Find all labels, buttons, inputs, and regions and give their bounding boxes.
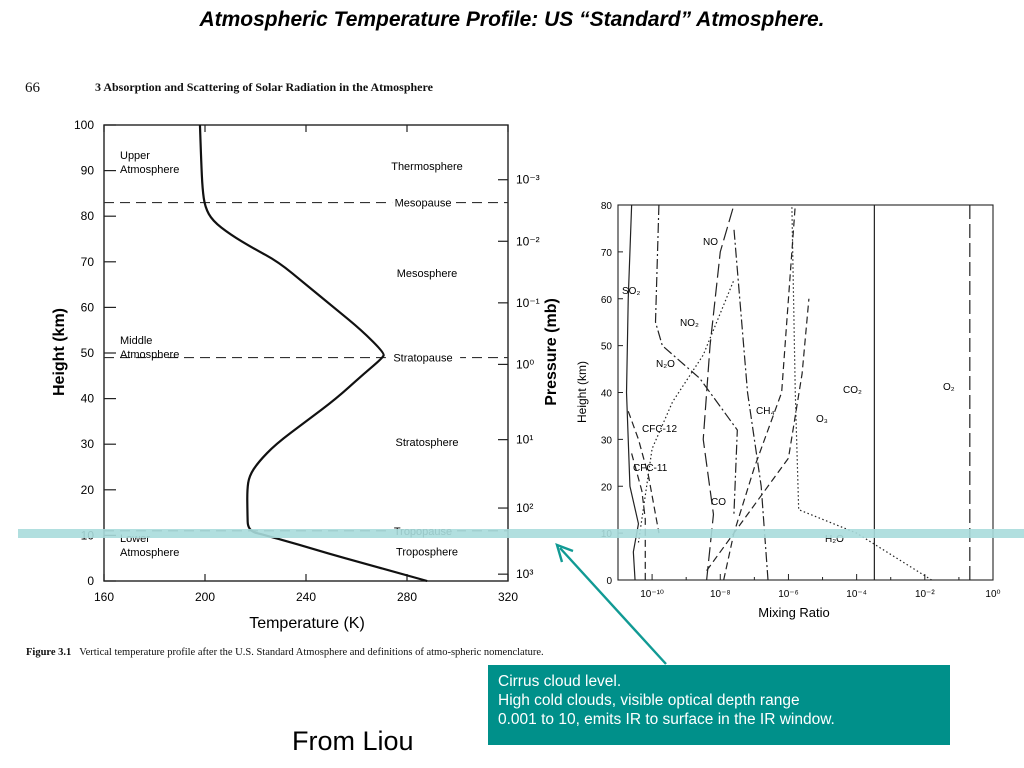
y-tick-label: 80 bbox=[81, 209, 95, 223]
region-label-line2: Atmosphere bbox=[120, 349, 179, 361]
book-page-number: 66 bbox=[25, 80, 40, 96]
mixing-y-tick-label: 80 bbox=[601, 201, 613, 212]
figure-caption-text: Vertical temperature profile after the U… bbox=[79, 647, 544, 658]
mixing-x-tick-label: 10⁻¹⁰ bbox=[640, 589, 664, 600]
species-label-no: NO bbox=[703, 237, 718, 248]
y-tick-label: 70 bbox=[81, 255, 95, 269]
x-tick-label: 200 bbox=[195, 590, 215, 604]
series-no2 bbox=[654, 204, 738, 515]
layer-label-stratosphere: Stratosphere bbox=[396, 437, 459, 449]
region-label-line2: Atmosphere bbox=[120, 164, 179, 176]
species-label-co2: CO₂ bbox=[843, 385, 862, 396]
pressure-tick-label: 10⁻¹ bbox=[516, 296, 540, 310]
pressure-tick-label: 10³ bbox=[516, 567, 533, 581]
series-co bbox=[723, 204, 796, 581]
species-label-ch4: CH₄ bbox=[756, 406, 775, 417]
mixing-x-tick-label: 10⁻² bbox=[915, 589, 935, 600]
species-label-h2o: H₂O bbox=[825, 534, 844, 545]
y-tick-label: 50 bbox=[81, 346, 95, 360]
note-line-1: Cirrus cloud level. bbox=[498, 673, 622, 690]
series-o3 bbox=[706, 298, 810, 571]
boundary-label-stratopause: Stratopause bbox=[393, 353, 452, 365]
mixing-x-tick-label: 10⁻⁶ bbox=[778, 589, 799, 600]
region-label-line1: Middle bbox=[120, 335, 152, 347]
layer-label-thermosphere: Thermosphere bbox=[391, 161, 463, 173]
x-tick-label: 320 bbox=[498, 590, 518, 604]
species-label-n2o: N₂O bbox=[656, 359, 675, 370]
pressure-tick-label: 10¹ bbox=[516, 433, 533, 447]
series-cfc-12 bbox=[627, 411, 660, 534]
mixing-x-tick-label: 10⁰ bbox=[985, 589, 1000, 600]
mixing-x-axis-title: Mixing Ratio bbox=[758, 605, 830, 620]
figure-label: Figure 3.1 bbox=[26, 647, 72, 658]
mixing-y-tick-label: 60 bbox=[601, 295, 613, 306]
series-so2 bbox=[625, 204, 640, 581]
x-tick-label: 240 bbox=[296, 590, 316, 604]
source-label: From Liou bbox=[292, 726, 414, 756]
species-label-o3: O₃ bbox=[816, 414, 828, 425]
mixing-y-tick-label: 50 bbox=[601, 342, 613, 353]
mixing-x-tick-label: 10⁻⁸ bbox=[710, 589, 731, 600]
mixing-y-tick-label: 30 bbox=[601, 435, 613, 446]
pressure-tick-label: 10⁻² bbox=[516, 234, 540, 248]
book-chapter-title: 3 Absorption and Scattering of Solar Rad… bbox=[95, 80, 433, 94]
region-label-line1: Upper bbox=[120, 150, 150, 162]
x-tick-label: 160 bbox=[94, 590, 114, 604]
pressure-tick-label: 10⁰ bbox=[516, 357, 534, 371]
slide-title: Atmospheric Temperature Profile: US “Sta… bbox=[199, 8, 825, 31]
species-label-no2: NO₂ bbox=[680, 318, 699, 329]
mixing-y-axis-title: Height (km) bbox=[575, 361, 589, 423]
species-label-so2: SO₂ bbox=[622, 286, 640, 297]
mixing-x-tick-label: 10⁻⁴ bbox=[846, 589, 867, 600]
y-tick-label: 90 bbox=[81, 164, 95, 178]
note-line-2: High cold clouds, visible optical depth … bbox=[498, 692, 800, 709]
y-axis-title: Height (km) bbox=[51, 308, 68, 396]
series-n2o bbox=[637, 279, 735, 543]
species-label-cfc-12: CFC-12 bbox=[642, 424, 677, 435]
figure-caption: Figure 3.1 Vertical temperature profile … bbox=[26, 646, 596, 660]
y-tick-label: 0 bbox=[87, 574, 94, 588]
species-label-co: CO bbox=[711, 497, 726, 508]
species-label-cfc-11: CFC-11 bbox=[633, 463, 668, 474]
layer-label-mesosphere: Mesosphere bbox=[397, 268, 458, 280]
boundary-label-bg bbox=[392, 195, 454, 210]
region-label-line2: Atmosphere bbox=[120, 547, 179, 559]
y-tick-label: 100 bbox=[74, 118, 94, 132]
series-ch4 bbox=[733, 228, 769, 581]
mixing-y-tick-label: 0 bbox=[606, 576, 612, 587]
species-label-o2: O₂ bbox=[943, 382, 955, 393]
pressure-tick-label: 10² bbox=[516, 501, 533, 515]
mixing-y-tick-label: 40 bbox=[601, 389, 613, 400]
layer-label-troposphere: Troposphere bbox=[396, 546, 458, 558]
pressure-tick-label: 10⁻³ bbox=[516, 173, 540, 187]
mixing-y-tick-label: 70 bbox=[601, 248, 613, 259]
cirrus-note-box: Cirrus cloud level. High cold clouds, vi… bbox=[488, 665, 950, 745]
mixing-y-tick-label: 20 bbox=[601, 482, 613, 493]
y2-axis-title: Pressure (mb) bbox=[543, 298, 560, 406]
cirrus-level-band bbox=[18, 529, 1024, 538]
boundary-label-mesopause: Mesopause bbox=[395, 198, 452, 210]
y-tick-label: 40 bbox=[81, 392, 95, 406]
boundary-label-bg bbox=[385, 350, 461, 365]
x-tick-label: 280 bbox=[397, 590, 417, 604]
x-axis-title: Temperature (K) bbox=[249, 615, 365, 632]
note-line-3: 0.001 to 10, emits IR to surface in the … bbox=[498, 711, 835, 728]
y-tick-label: 60 bbox=[81, 300, 95, 314]
y-tick-label: 30 bbox=[81, 437, 95, 451]
y-tick-label: 20 bbox=[81, 483, 95, 497]
